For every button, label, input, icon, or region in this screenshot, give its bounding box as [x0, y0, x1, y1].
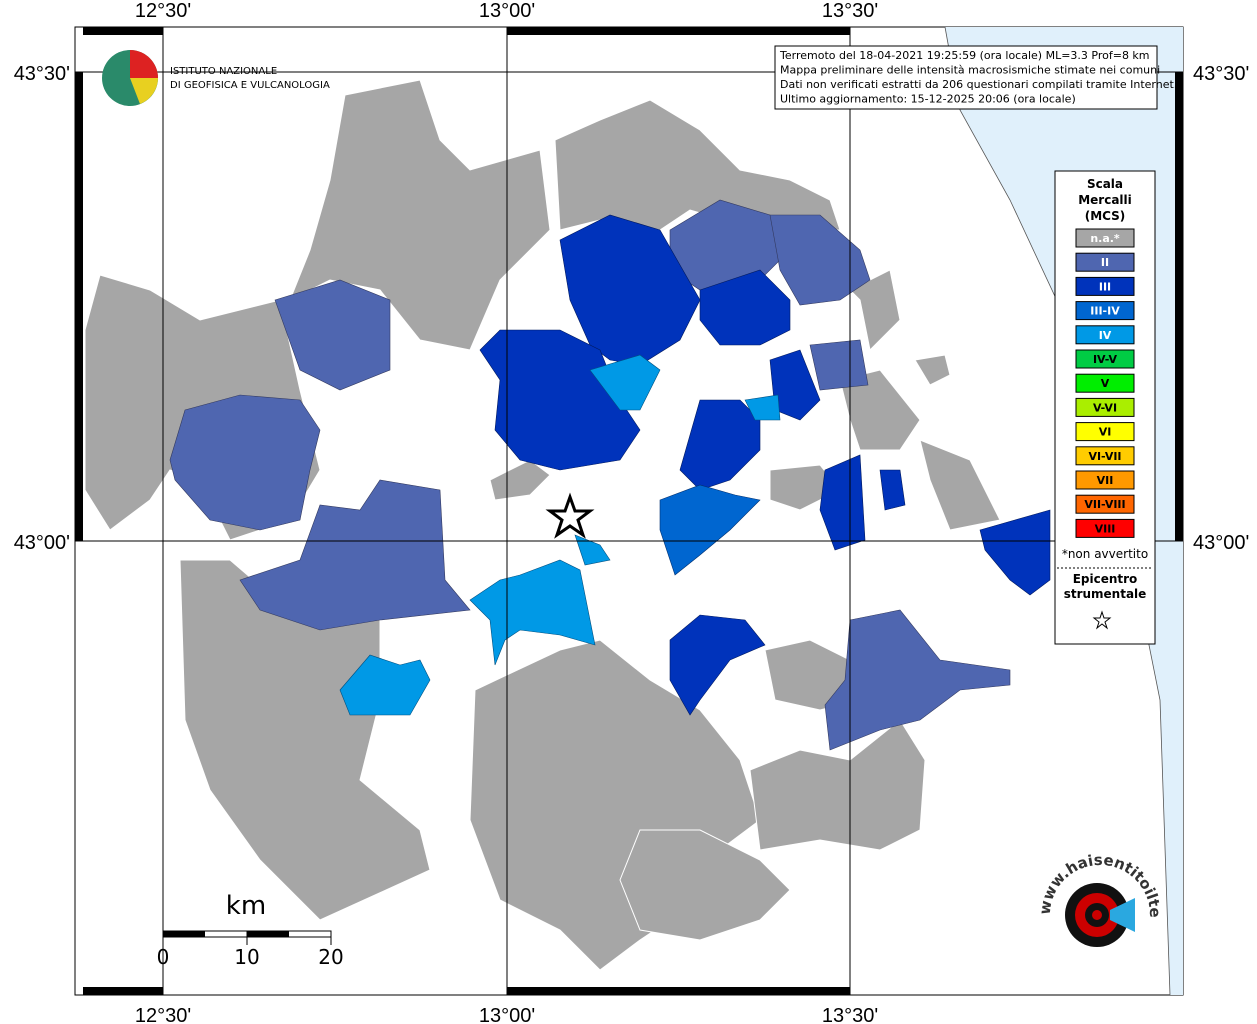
legend-swatch [1075, 446, 1135, 466]
axis-labels: 12°30' 13°00' 13°30' 12°30' 13°00' 13°30' 43°3… [14, 0, 1250, 1024]
legend-label: VII [1097, 474, 1114, 487]
legend-swatch [1075, 397, 1135, 417]
scale-segment [163, 931, 205, 937]
legend-label: V [1101, 377, 1110, 390]
legend-swatch [1075, 325, 1135, 345]
lat-label: 43°30' [14, 63, 70, 85]
legend-label: III-IV [1090, 305, 1120, 318]
info-box [774, 45, 1158, 110]
legend-swatch [1075, 301, 1135, 321]
epicenter-star [545, 492, 595, 539]
legend-box [1054, 170, 1156, 645]
legend-label: n.a.* [1090, 232, 1120, 245]
legend-epicenter: strumentale [1064, 587, 1147, 601]
legend-swatch [1075, 422, 1135, 442]
lon-label: 12°30' [135, 0, 191, 22]
info-line: Mappa preliminare delle intensità macros… [780, 64, 1160, 77]
lon-label: 13°30' [822, 1005, 878, 1024]
lat-label: 43°00' [14, 532, 70, 554]
legend-swatch [1075, 252, 1135, 272]
scale-segment [247, 931, 289, 937]
scale-unit: km [226, 891, 266, 921]
scale-tick-label: 10 [234, 945, 259, 969]
legend-label: V-VI [1093, 401, 1117, 414]
legend-epicenter: Epicentro [1073, 572, 1138, 586]
legend-star [1092, 610, 1112, 630]
legend-title: Scala [1087, 177, 1123, 191]
frame-ticks [75, 27, 1183, 995]
scale-bar: km 0 10 20 [157, 891, 344, 969]
legend-swatch [1075, 349, 1135, 369]
legend-note: *non avvertito [1062, 547, 1148, 561]
legend-label: II [1101, 256, 1109, 269]
legend-label: VI-VII [1088, 450, 1121, 463]
legend-label: VI [1099, 426, 1112, 439]
legend: ScalaMercalli(MCS)n.a.*IIIIIIII-IVIVIV-V… [1057, 177, 1153, 630]
municipalities-na [84, 79, 1001, 971]
lat-label: 43°00' [1193, 532, 1249, 554]
legend-swatch [1075, 373, 1135, 393]
info-text: Terremoto del 18-04-2021 19:25:59 (ora l… [779, 49, 1177, 106]
legend-label: III [1099, 280, 1111, 293]
lon-label: 12°30' [135, 1005, 191, 1024]
scale-tick-label: 0 [157, 945, 170, 969]
logo-text: DI GEOFISICA E VULCANOLOGIA [170, 80, 330, 91]
lon-label: 13°30' [822, 0, 878, 22]
lat-label: 43°30' [1193, 63, 1249, 85]
legend-title: (MCS) [1085, 209, 1126, 223]
graticule [75, 27, 1183, 995]
legend-label: IV [1099, 329, 1112, 342]
legend-swatch [1075, 518, 1135, 538]
lon-label: 13°00' [479, 0, 535, 22]
ingv-logo: ISTITUTO NAZIONALE DI GEOFISICA E VULCAN… [102, 50, 330, 106]
legend-swatch [1075, 228, 1135, 248]
lon-label: 13°00' [479, 1005, 535, 1024]
legend-swatch [1075, 276, 1135, 296]
legend-swatch [1075, 494, 1135, 514]
legend-label: VII-VIII [1084, 498, 1125, 511]
info-line: Terremoto del 18-04-2021 19:25:59 (ora l… [779, 49, 1150, 62]
info-line: Dati non verificati estratti da 206 ques… [780, 78, 1177, 91]
legend-label: IV-V [1093, 353, 1118, 366]
scale-tick-label: 20 [318, 945, 343, 969]
legend-title: Mercalli [1078, 193, 1132, 207]
legend-swatch [1075, 470, 1135, 490]
info-line: Ultimo aggiornamento: 15-12-2025 20:06 (… [780, 93, 1076, 106]
logo-text: ISTITUTO NAZIONALE [170, 66, 277, 77]
legend-label: VIII [1095, 522, 1116, 535]
municipalities-intensity [169, 199, 1051, 751]
